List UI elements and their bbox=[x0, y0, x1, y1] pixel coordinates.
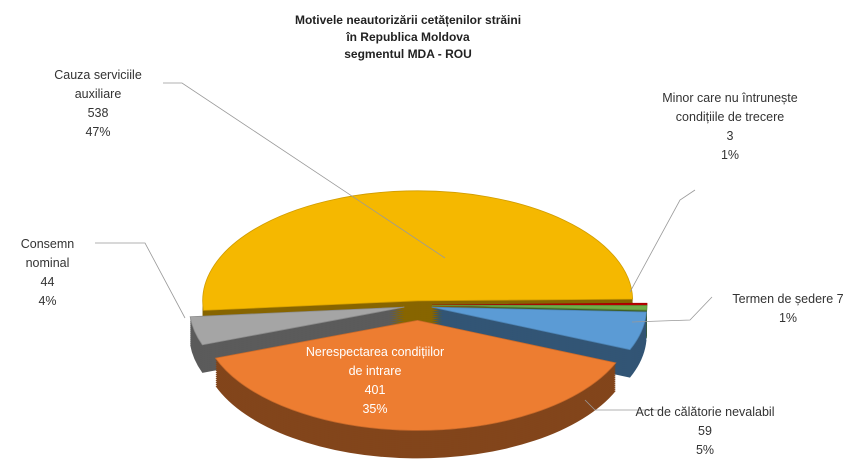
slice bbox=[189, 306, 405, 346]
label-name: Nerespectarea condițiilor de intrare bbox=[305, 345, 445, 378]
label-value: 59 bbox=[698, 424, 712, 438]
label-name: Act de călătorie nevalabil bbox=[635, 405, 775, 419]
label-name: Cauza serviciile auxiliare bbox=[54, 68, 142, 101]
data-label: Nerespectarea condițiilor de intrare 401 3… bbox=[300, 343, 450, 419]
label-name: Termen de ședere bbox=[732, 292, 834, 306]
label-percent: 1% bbox=[720, 148, 740, 162]
slice bbox=[214, 319, 617, 431]
title-line: segmentul MDA - ROU bbox=[344, 47, 472, 61]
leader-line bbox=[631, 296, 713, 323]
slice bbox=[431, 304, 648, 311]
label-name: Consemn nominal bbox=[20, 237, 75, 270]
slice bbox=[431, 306, 647, 351]
label-percent: 5% bbox=[695, 443, 715, 457]
data-label: Act de călătorie nevalabil 59 5% bbox=[630, 403, 780, 460]
label-value: 7 bbox=[836, 292, 844, 306]
label-name: Minor care nu întrunește condițiile de t… bbox=[662, 91, 798, 124]
data-label: Termen de ședere 7 1% bbox=[712, 290, 862, 328]
data-label: Cauza serviciile auxiliare 538 47% bbox=[33, 66, 163, 142]
label-value: 401 bbox=[364, 383, 386, 397]
leader-line bbox=[95, 242, 186, 319]
label-percent: 47% bbox=[85, 125, 111, 139]
title-line: în Republica Moldova bbox=[346, 30, 470, 44]
leader-line bbox=[163, 82, 446, 259]
label-percent: 4% bbox=[38, 294, 57, 308]
slice bbox=[202, 190, 634, 311]
label-value: 538 bbox=[87, 106, 109, 120]
label-percent: 1% bbox=[778, 311, 798, 325]
data-label: Minor care nu întrunește condițiile de t… bbox=[645, 89, 815, 165]
data-label: Consemn nominal 44 4% bbox=[0, 235, 95, 311]
title-line: Motivele neautorizării cetățenilor străi… bbox=[294, 13, 522, 27]
leader-line bbox=[629, 189, 696, 293]
chart-title: Motivele neautorizării cetățenilor străi… bbox=[258, 12, 558, 63]
label-value: 44 bbox=[40, 275, 55, 289]
leader-line bbox=[584, 399, 660, 411]
label-value: 3 bbox=[726, 129, 734, 143]
label-percent: 35% bbox=[362, 402, 388, 416]
